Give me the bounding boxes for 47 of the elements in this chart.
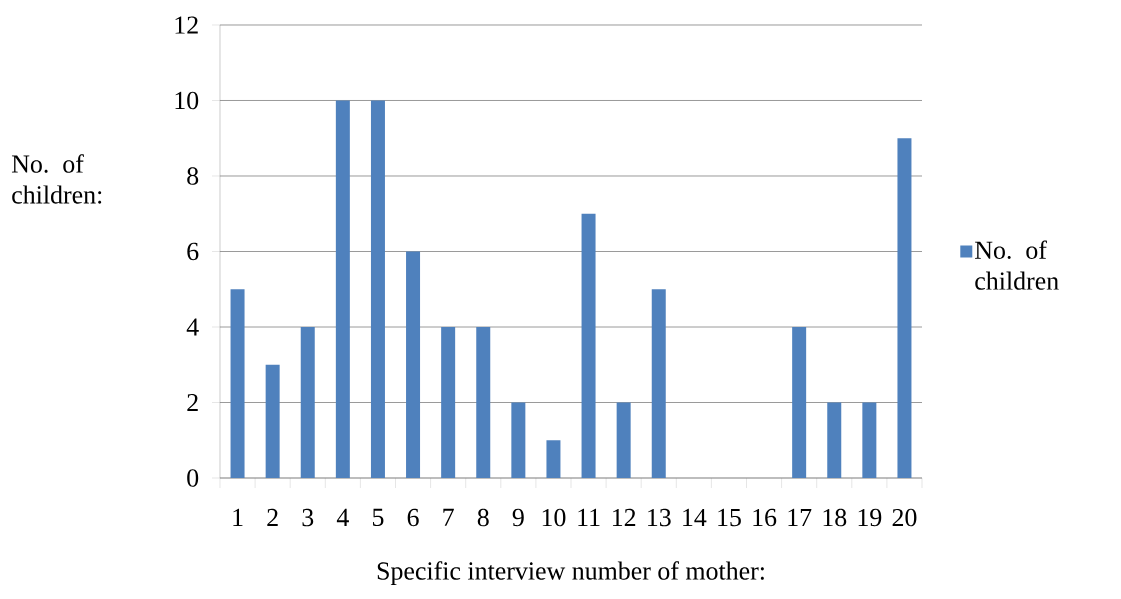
bar xyxy=(862,402,877,478)
bar xyxy=(406,251,421,478)
y-tick-label: 10 xyxy=(175,91,199,110)
x-tick-label: 11 xyxy=(578,508,600,526)
bar xyxy=(827,402,842,478)
x-tick-label: 15 xyxy=(718,508,741,527)
x-tick-label: 10 xyxy=(542,508,566,527)
bar xyxy=(511,402,526,478)
x-tick-label: 9 xyxy=(512,508,524,527)
y-tick-label: 6 xyxy=(187,242,199,261)
x-tick-label: 6 xyxy=(407,508,419,527)
x-tick-label: 3 xyxy=(302,508,314,527)
bar xyxy=(370,100,385,478)
x-tick-label: 4 xyxy=(336,508,349,526)
bar xyxy=(546,440,561,478)
x-tick-label: 20 xyxy=(892,508,917,527)
x-tick-label: 5 xyxy=(372,508,384,527)
x-tick-label: 18 xyxy=(823,508,847,527)
x-tick-label: 13 xyxy=(648,508,671,527)
bar xyxy=(476,327,491,478)
x-axis-title: Specific interview number of mother: xyxy=(377,561,764,586)
x-tick-label: 8 xyxy=(477,508,489,527)
bar xyxy=(897,138,912,478)
y-tick-label: 4 xyxy=(186,318,199,336)
bar xyxy=(265,364,280,478)
y-tick-label: 0 xyxy=(187,469,199,487)
y-tick-label: 2 xyxy=(187,393,198,412)
bar xyxy=(335,100,350,478)
x-tick-label: 7 xyxy=(443,508,454,526)
legend-label: No. of children xyxy=(975,240,1059,290)
y-tick-label: 8 xyxy=(187,167,199,185)
bar xyxy=(651,289,666,478)
bar xyxy=(300,327,315,478)
bar xyxy=(616,402,631,478)
x-tick-label: 19 xyxy=(858,508,882,527)
y-tick-label: 12 xyxy=(175,16,198,34)
x-tick-label: 12 xyxy=(612,508,636,526)
x-tick-label: 16 xyxy=(753,508,777,527)
x-tick-label: 17 xyxy=(788,508,812,526)
y-axis-title: No. of children: xyxy=(11,154,102,204)
x-tick-label: 14 xyxy=(683,508,707,526)
bar xyxy=(792,327,807,478)
x-tick-label: 2 xyxy=(267,508,278,526)
bar xyxy=(230,289,245,478)
bar xyxy=(581,213,596,478)
x-tick-label: 1 xyxy=(233,508,243,526)
bar xyxy=(441,327,456,478)
